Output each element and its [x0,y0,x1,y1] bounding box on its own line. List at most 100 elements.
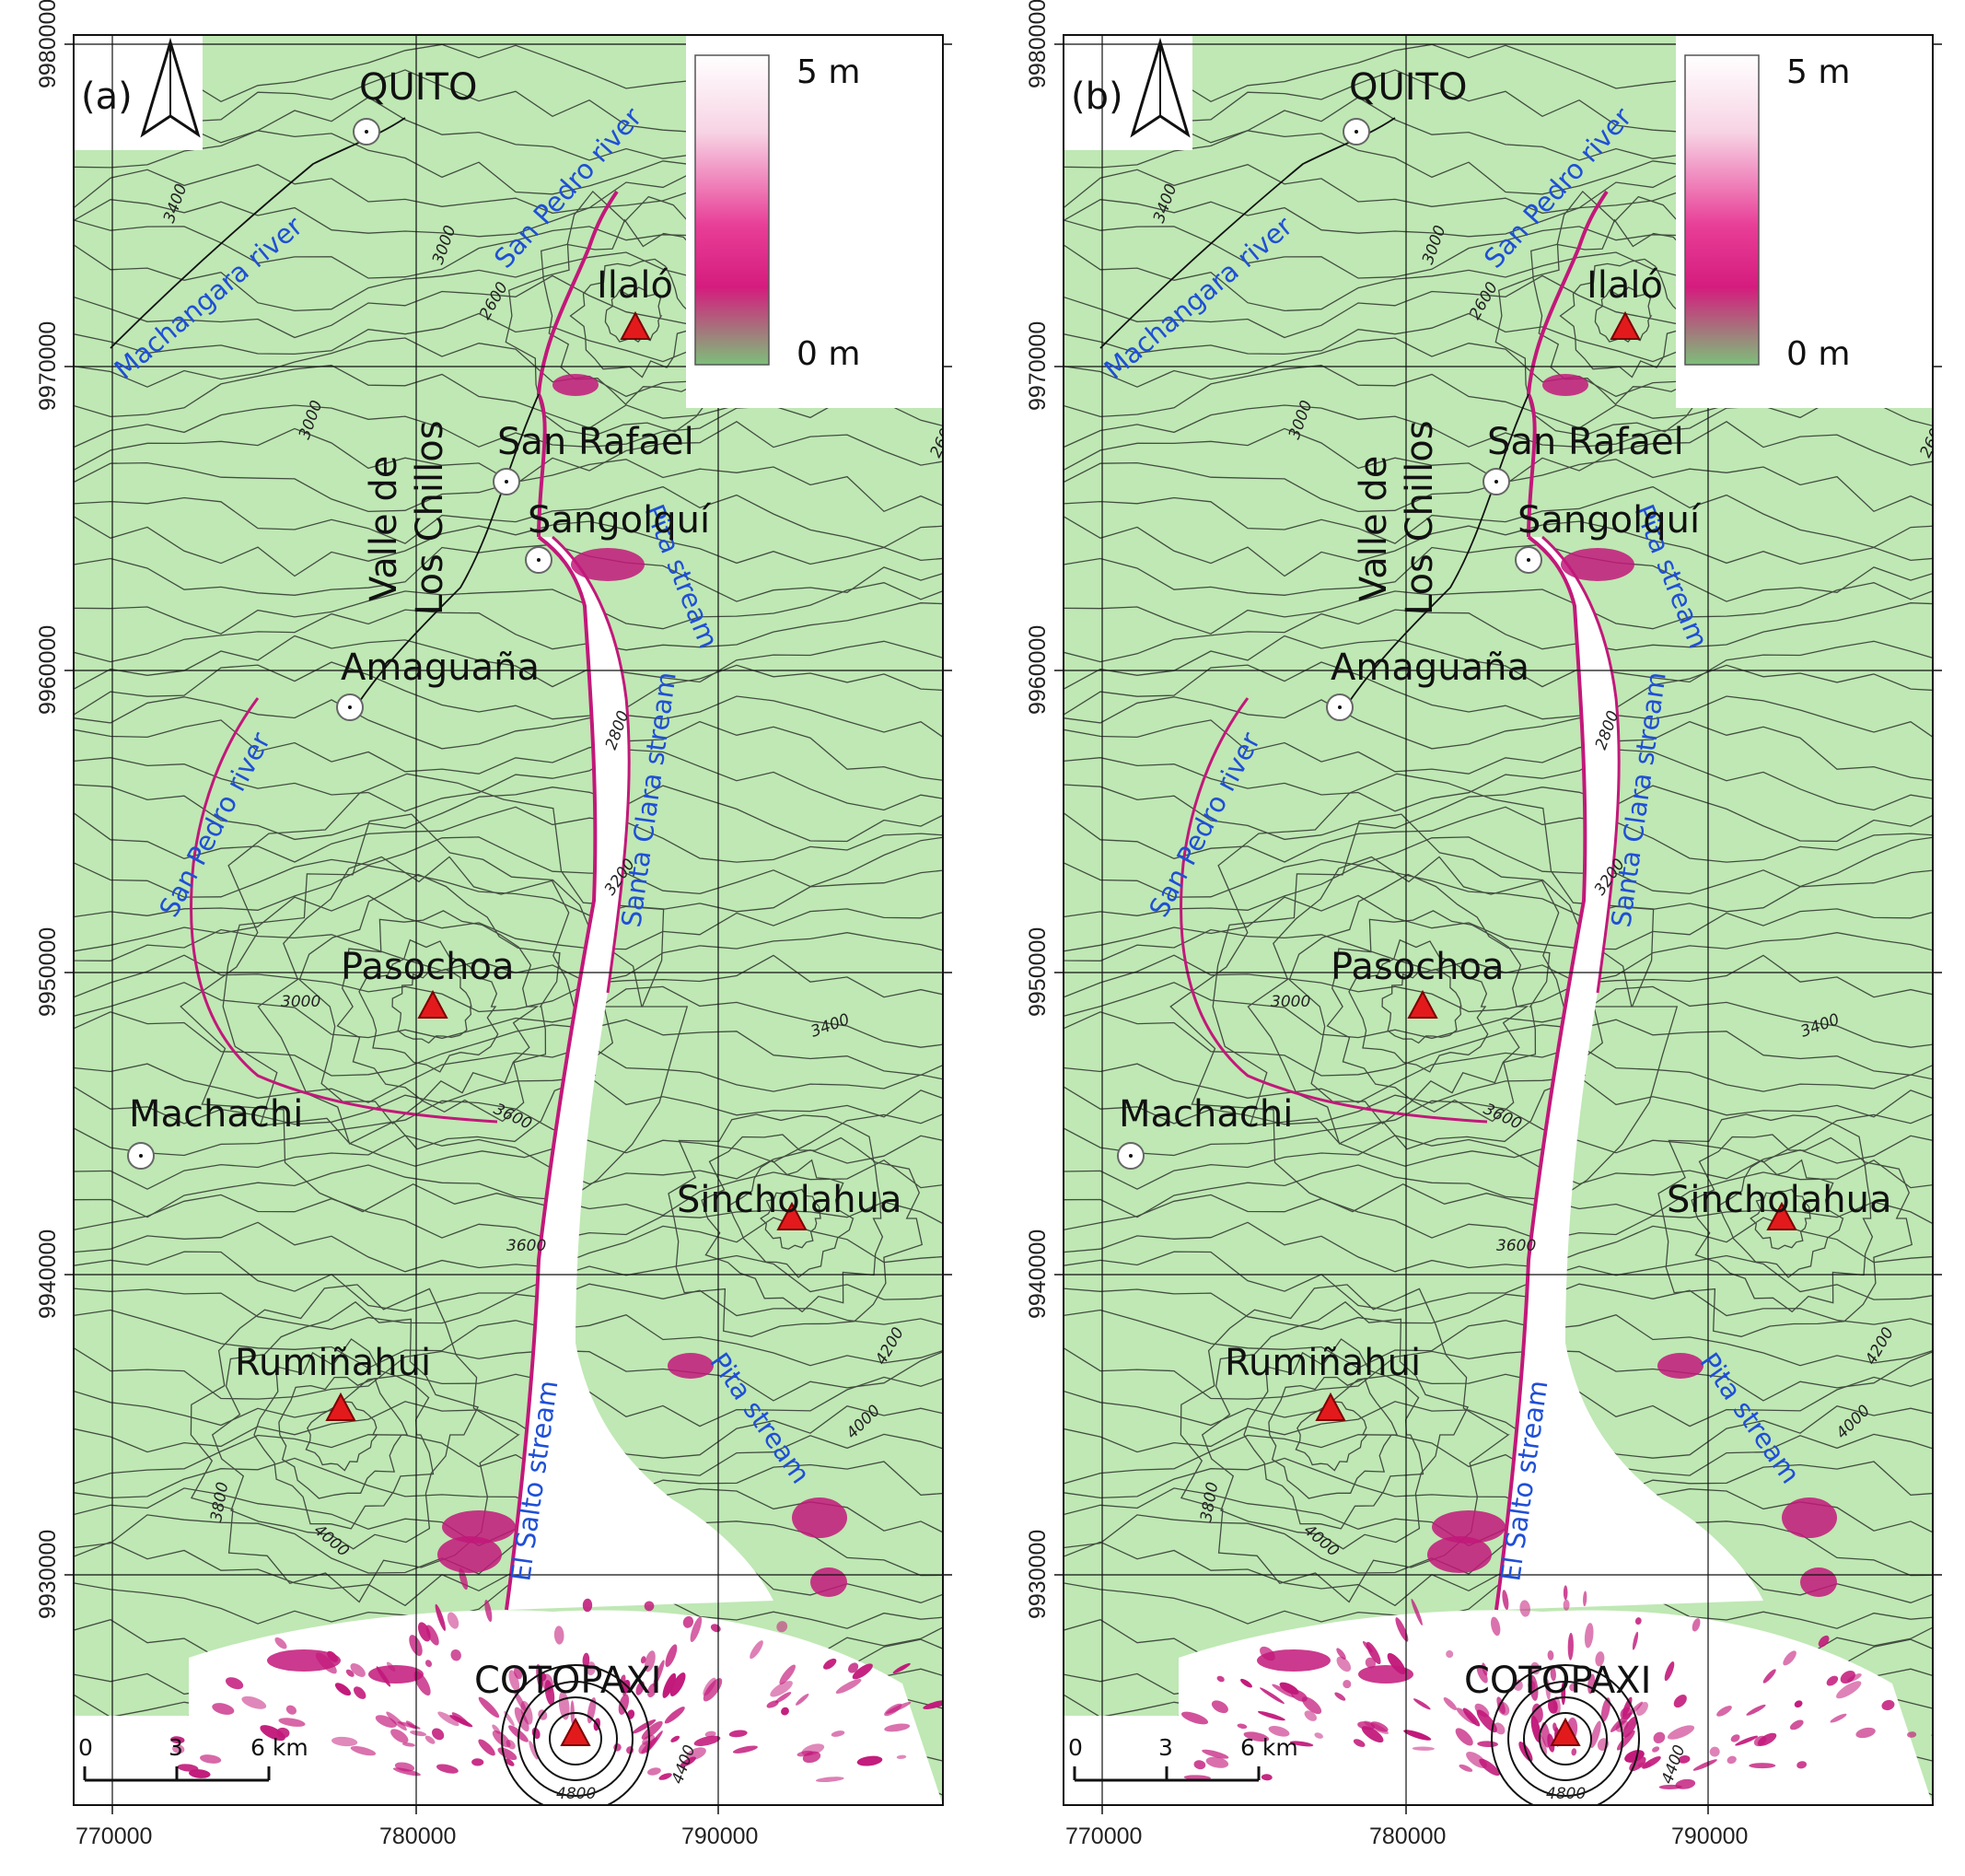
x-tick-label: 770000 [76,1824,152,1849]
peak-triangle-icon [560,1717,591,1746]
y-tick-label: 9970000 [35,321,61,411]
valley-label-line1: Valle de [363,456,405,601]
peak-triangle-icon [417,989,448,1019]
contour-label: 3800 [974,1762,1006,1805]
legend-max-label: 5 m [1786,53,1850,91]
y-tick-label: 9940000 [35,1229,61,1319]
place-sangolquí: Sangolquí [1515,499,1702,574]
peak-triangle-icon [1407,989,1438,1019]
scale-label-0: 0 [1068,1734,1083,1761]
legend-max-label: 5 m [796,53,860,91]
peak-triangle-icon [1315,1392,1346,1421]
y-tick-label: 9970000 [1025,321,1051,411]
place-cotopaxi: COTOPAXI [474,1660,661,1746]
place-label: San Rafael [497,421,694,463]
axes-b: 770000 780000 790000 9980000 9970000 9960000 9… [1025,0,1942,1849]
place-sincholahua: Sincholahua [677,1179,902,1230]
grid-lines [74,35,943,1805]
lahar-flow-deposits [1179,190,1933,1805]
place-amaguaña: Amaguaña [1326,647,1529,721]
legend-min-label: 0 m [1786,335,1850,373]
x-tick-label: 790000 [681,1824,758,1849]
contour-label: 3400 [967,861,992,903]
place-quito: QUITO [353,66,477,146]
town-dot-icon [1355,130,1358,134]
scale-label-0: 0 [78,1734,93,1761]
town-dot-icon [537,558,541,562]
place-sangolquí: Sangolquí [525,499,712,574]
town-dot-icon [1527,558,1530,562]
peak-triangle-icon [325,1392,356,1421]
panel-label: (a) [81,76,133,118]
place-label: Machachi [1119,1093,1293,1136]
town-dot-icon [1494,480,1498,484]
grid-lines [1064,35,1933,1805]
place-label: Sangolquí [528,499,712,542]
cotopaxi-summit-contours [501,1664,650,1805]
depth-legend: 5 m 0 m [1676,35,1933,408]
y-tick-label: 9940000 [1025,1229,1051,1319]
peak-triangle-icon [620,310,651,340]
scale-label-3: 3 [1158,1734,1173,1761]
place-pasochoa: Pasochoa [341,946,514,1019]
north-arrow-icon [140,37,201,138]
contour-label: 3400 [1957,861,1965,903]
panel-frame [73,34,944,1806]
contour-label: 4800 [556,1785,596,1803]
x-tick-label: 780000 [1369,1824,1446,1849]
place-markers: QUITO Ilaló San Rafael Sangolquí Amaguaña Pas… [127,66,902,1746]
y-tick-label: 9980000 [35,0,61,88]
y-tick-label: 9960000 [1025,625,1051,715]
town-dot-icon [365,130,368,134]
axes-a: 770000 780000 790000 9980000 9970000 9960000 9… [35,0,952,1849]
place-label: QUITO [359,66,477,109]
place-machachi: Machachi [1117,1093,1293,1170]
x-tick-label: 790000 [1671,1824,1748,1849]
place-label: Sincholahua [1667,1179,1892,1221]
north-arrow-icon [1130,37,1191,138]
contour-label: 3000 [281,993,320,1011]
y-tick-label: 9930000 [35,1530,61,1619]
place-label: Rumiñahui [1225,1342,1421,1384]
y-tick-label: 9960000 [35,625,61,715]
place-label: Ilaló [597,264,673,307]
place-sincholahua: Sincholahua [1667,1179,1892,1230]
y-tick-label: 9980000 [1025,0,1051,88]
panel-label: (b) [1071,76,1123,118]
scale-bar: 0 3 6 km [78,1734,308,1782]
place-label: Ilaló [1587,264,1663,307]
place-ilaló: Ilaló [597,264,673,340]
place-machachi: Machachi [127,1093,303,1170]
legend-color-ramp [1684,54,1760,366]
legend-color-ramp [694,54,770,366]
place-cotopaxi: COTOPAXI [1464,1660,1651,1746]
place-label: COTOPAXI [474,1660,661,1702]
y-tick-label: 9950000 [1025,927,1051,1017]
lahar-flow-deposits [170,190,943,1805]
scale-label-6: 6 km [250,1734,308,1761]
place-label: QUITO [1349,66,1467,109]
peak-triangle-icon [776,1201,808,1230]
place-san rafael: San Rafael [1482,421,1684,495]
place-label: Sincholahua [677,1179,902,1221]
place-rumiñahui: Rumiñahui [1225,1342,1421,1421]
place-label: Rumiñahui [235,1342,431,1384]
panel-frame [1063,34,1934,1806]
place-label: San Rafael [1487,421,1684,463]
place-pasochoa: Pasochoa [1331,946,1504,1019]
place-label: Machachi [129,1093,303,1136]
contour-label: 3600 [1496,1237,1536,1255]
depth-legend: 5 m 0 m [686,35,943,408]
scale-bar: 0 3 6 km [1068,1734,1298,1782]
place-label: Amaguaña [341,647,540,689]
town-dot-icon [1338,705,1342,709]
town-dot-icon [139,1154,143,1158]
town-dot-icon [348,705,352,709]
place-markers: QUITO Ilaló San Rafael Sangolquí Amaguaña Pas… [1117,66,1892,1746]
y-tick-label: 9930000 [1025,1530,1051,1619]
place-amaguaña: Amaguaña [336,647,540,721]
place-label: COTOPAXI [1464,1660,1651,1702]
peak-triangle-icon [1550,1717,1581,1746]
